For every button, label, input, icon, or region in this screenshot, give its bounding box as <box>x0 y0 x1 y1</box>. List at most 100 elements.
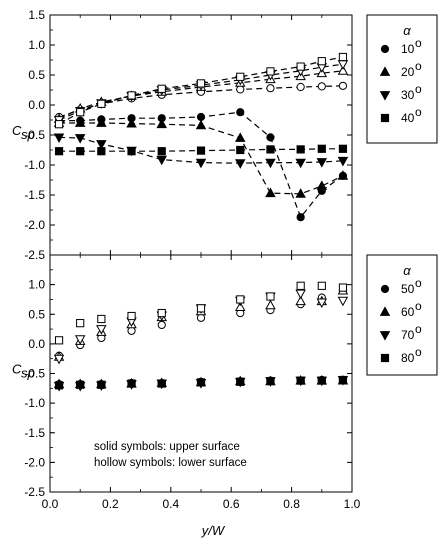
legend-top: α10 o20 o30 o40 o <box>366 14 438 144</box>
legend-marker <box>379 66 391 76</box>
legend-bottom: α50 o60 o70 o80 o <box>366 254 438 376</box>
y-tick-label: -2.0 <box>24 218 45 232</box>
legend-box <box>366 254 438 376</box>
data-point-lower <box>157 84 166 93</box>
data-point-upper <box>195 119 207 130</box>
y-axis-label: C <box>12 123 22 138</box>
data-point-upper <box>53 133 65 144</box>
y-tick-label: -1.5 <box>24 188 45 202</box>
data-point-lower <box>76 108 85 117</box>
data-point-lower <box>127 91 136 100</box>
plot-frame <box>49 14 353 256</box>
legend-label: 60 <box>401 305 415 319</box>
y-axis-label-sub: sp <box>21 127 35 142</box>
data-point-upper <box>157 379 166 388</box>
data-point-lower <box>196 313 206 322</box>
data-point-lower <box>295 289 306 300</box>
data-point-lower <box>76 319 85 328</box>
legend-degree: o <box>415 345 422 359</box>
y-tick-label: -1.0 <box>24 396 45 410</box>
data-point-lower <box>236 85 245 94</box>
y-tick-label: -2.5 <box>24 248 45 262</box>
y-tick-label: -0.5 <box>24 128 45 142</box>
legend-title: α <box>403 263 411 278</box>
data-point-lower <box>235 301 246 312</box>
legend-degree: o <box>415 82 422 96</box>
data-point-upper <box>196 146 206 155</box>
x-tick-label: 0.8 <box>283 497 300 511</box>
data-point-upper <box>156 155 167 166</box>
data-point-lower <box>54 120 64 129</box>
y-tick-label: -2.5 <box>24 485 45 499</box>
legend-label: 70 <box>401 328 415 342</box>
data-point-lower <box>316 298 328 309</box>
y-tick-label: 0.5 <box>28 68 45 82</box>
data-point-upper <box>127 147 136 156</box>
series-line-upper <box>59 122 344 195</box>
y-tick-label: -1.5 <box>24 426 45 440</box>
data-point-lower <box>97 99 106 108</box>
data-point-upper <box>338 144 348 153</box>
data-point-lower <box>337 60 349 70</box>
legend-marker <box>379 306 391 316</box>
legend-marker <box>380 284 390 294</box>
data-point-upper <box>295 188 306 198</box>
legend-label: 30 <box>401 88 415 102</box>
data-point-upper <box>235 132 246 142</box>
data-point-upper <box>316 158 328 168</box>
data-point-upper <box>196 112 206 122</box>
y-tick-label: -2.0 <box>24 455 45 469</box>
data-point-upper <box>54 381 64 390</box>
data-point-upper <box>235 159 246 169</box>
data-point-upper <box>127 379 136 388</box>
data-point-lower <box>337 65 349 75</box>
x-tick-label: 1.0 <box>344 497 361 511</box>
series-40 <box>54 52 348 156</box>
data-point-upper <box>337 156 349 167</box>
panel-bottom: 1.00.50.0-0.5-1.0-1.5-2.0-2.50.0 0.2 0.4 0.… <box>12 254 361 511</box>
data-point-lower <box>296 281 305 290</box>
data-point-lower <box>266 84 275 93</box>
data-point-upper <box>295 158 306 169</box>
data-point-upper <box>296 376 305 385</box>
data-point-lower <box>236 295 245 304</box>
data-point-lower <box>338 283 348 292</box>
data-point-upper <box>195 158 207 169</box>
data-point-upper <box>266 377 275 386</box>
data-point-lower <box>265 299 276 310</box>
y-tick-label: 0.5 <box>28 307 45 321</box>
legend-box <box>366 14 438 144</box>
data-point-upper <box>337 170 349 180</box>
legend-marker <box>380 353 390 363</box>
legend-degree: o <box>415 105 422 119</box>
data-point-lower <box>96 325 107 335</box>
data-point-upper <box>236 145 245 155</box>
data-point-lower <box>338 81 348 90</box>
data-point-upper <box>266 145 275 154</box>
x-tick-label: 0.4 <box>162 497 179 511</box>
data-point-upper <box>96 140 107 150</box>
data-point-lower <box>157 320 166 330</box>
y-tick-label: 0.0 <box>28 337 45 351</box>
legend-label: 50 <box>401 282 415 296</box>
legend-marker <box>379 331 391 341</box>
data-point-lower <box>74 335 86 345</box>
data-point-upper <box>338 375 348 385</box>
data-point-lower <box>127 326 136 335</box>
data-point-lower <box>295 295 306 306</box>
series-line-lower <box>58 63 343 121</box>
legend-degree: o <box>415 36 422 50</box>
legend-degree: o <box>415 299 422 313</box>
legend-label: 20 <box>401 65 415 79</box>
data-point-upper <box>157 147 166 156</box>
data-point-upper <box>317 144 326 153</box>
data-point-lower <box>97 314 106 324</box>
data-point-upper <box>265 187 276 198</box>
panel-top: 1.5 1.0 0.5 0.0 -0.5 -1.0 -1.5 -2.0 -2.5 C sp <box>12 8 353 262</box>
data-point-upper <box>74 117 86 127</box>
legend-degree: o <box>415 59 422 73</box>
legend-label: 10 <box>401 42 415 56</box>
data-point-upper <box>296 145 305 154</box>
legend-marker <box>379 91 391 101</box>
